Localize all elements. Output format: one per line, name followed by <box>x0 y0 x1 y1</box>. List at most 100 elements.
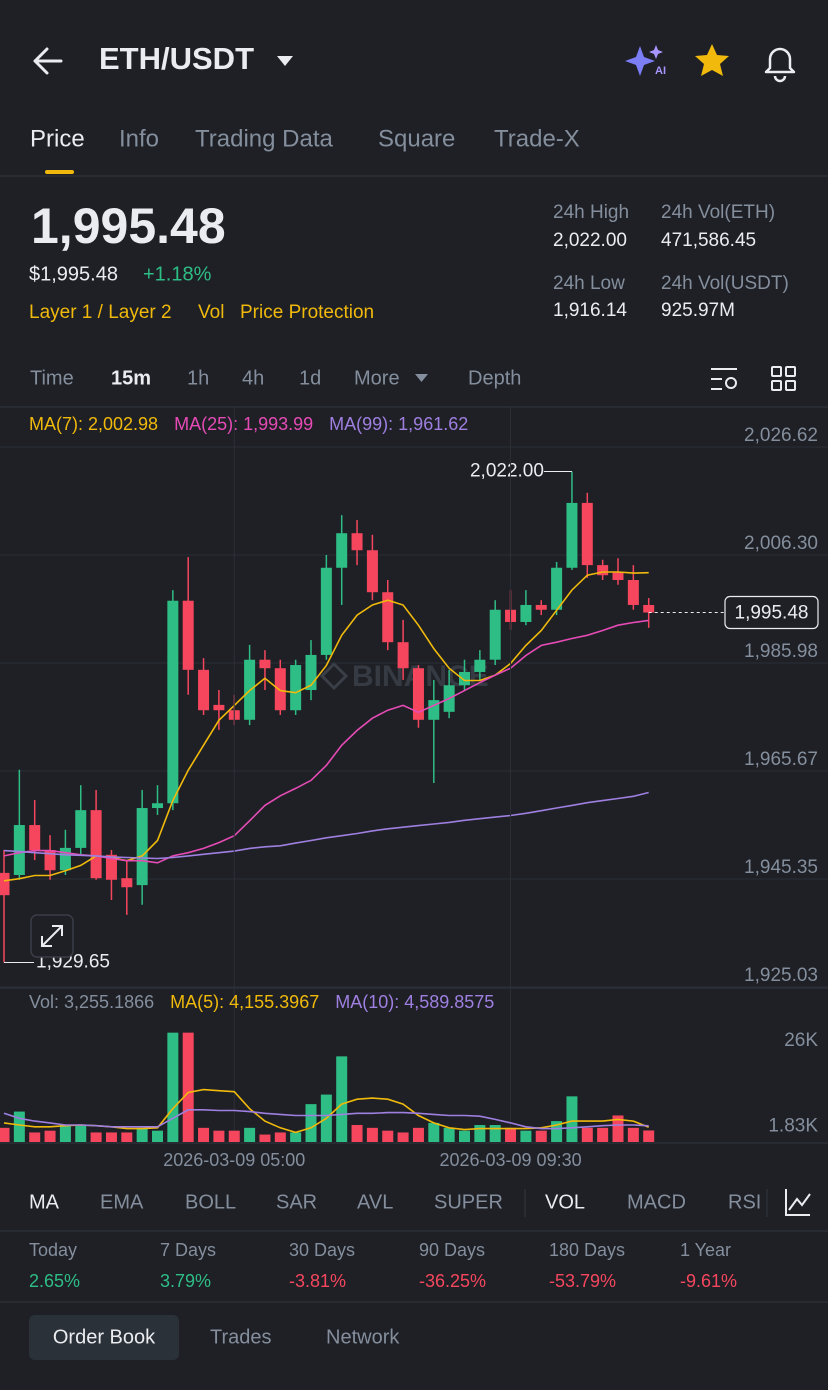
candle-body <box>75 810 87 848</box>
tag[interactable]: Vol <box>198 302 224 323</box>
stat-label: 24h Vol(USDT) <box>661 273 789 294</box>
indicator[interactable]: AVL <box>357 1191 393 1213</box>
indicator[interactable]: MA <box>29 1191 60 1213</box>
volume-bar <box>397 1132 409 1142</box>
candle-body <box>612 572 624 580</box>
pair-caret[interactable] <box>277 56 293 66</box>
volume-bar <box>597 1127 609 1142</box>
y-tick-label: 2,006.30 <box>744 533 818 554</box>
alert-bell[interactable] <box>764 47 796 83</box>
period-change: -9.61% <box>680 1271 737 1291</box>
volume-bar <box>366 1127 378 1142</box>
grid-cell <box>771 380 782 391</box>
legend-entry: MA(5): 4,155.3967 <box>170 992 319 1012</box>
chart-settings[interactable] <box>711 368 737 390</box>
candle-body <box>213 704 225 711</box>
volume-bar <box>382 1130 394 1142</box>
volume-bar <box>581 1127 593 1142</box>
interval[interactable]: 1d <box>299 367 321 389</box>
candle-body <box>0 872 10 896</box>
y-tick-label: 1,925.03 <box>744 965 818 986</box>
volume-bar <box>59 1125 71 1142</box>
volume-legend: Vol: 3,255.1866 <box>29 992 154 1012</box>
candle-body <box>366 550 378 593</box>
candle-body <box>90 810 102 879</box>
volume-bar <box>244 1127 256 1142</box>
volume-bar <box>612 1115 624 1142</box>
ma-line <box>3 791 649 860</box>
ma-line <box>3 619 649 864</box>
volume-bar <box>259 1134 271 1142</box>
tab[interactable]: Trading Data <box>195 125 334 152</box>
candle-body <box>152 803 163 809</box>
period-change: -3.81% <box>289 1271 346 1291</box>
indicator[interactable]: SAR <box>276 1191 317 1213</box>
interval[interactable]: Time <box>30 367 74 389</box>
layout-button[interactable] <box>771 366 796 391</box>
settings-dot <box>725 377 737 389</box>
candle-body <box>105 854 117 880</box>
period-label: 90 Days <box>419 1240 485 1260</box>
tag[interactable]: Price Protection <box>240 302 374 323</box>
period-change: -53.79% <box>549 1271 616 1291</box>
pair-title[interactable]: ETH/USDT <box>99 41 254 76</box>
indicator[interactable]: BOLL <box>185 1191 236 1213</box>
interval[interactable]: 15m <box>111 367 151 389</box>
tab[interactable]: Square <box>378 125 455 152</box>
bottom-tab[interactable]: Trades <box>210 1326 272 1348</box>
last-price-box <box>724 595 819 630</box>
candle-body <box>59 847 71 871</box>
candle-body <box>428 700 440 720</box>
candle-body <box>320 567 332 655</box>
legend-entry: MA(25): 1,993.99 <box>174 414 313 434</box>
indicator-settings[interactable] <box>785 1189 811 1216</box>
bottom-tab[interactable]: Network <box>326 1326 400 1348</box>
indicator[interactable]: VOL <box>545 1191 585 1213</box>
indicator[interactable]: SUPER <box>434 1191 503 1213</box>
tab[interactable]: Trade-X <box>494 125 580 152</box>
period-label: 180 Days <box>549 1240 625 1260</box>
x-tick-label: 2026-03-09 09:30 <box>439 1150 581 1170</box>
more-caret <box>415 374 428 382</box>
interval[interactable]: Depth <box>468 367 521 389</box>
volume-bar <box>29 1132 41 1142</box>
candle-body <box>489 609 501 660</box>
back-button[interactable] <box>33 47 63 75</box>
candle-body <box>643 604 655 613</box>
indicator[interactable]: MACD <box>627 1191 686 1213</box>
period-change: 3.79% <box>160 1271 211 1291</box>
volume-bar <box>152 1130 163 1142</box>
candle-body <box>551 567 563 610</box>
period-change: -36.25% <box>419 1271 486 1291</box>
last-price: 1,995.48 <box>31 198 226 254</box>
period-label: 30 Days <box>289 1240 355 1260</box>
volume-bar <box>627 1127 639 1142</box>
candle-body <box>29 825 41 851</box>
ai-button[interactable]: AI <box>625 45 666 77</box>
volume-bar <box>213 1130 225 1142</box>
candle-body <box>136 808 148 886</box>
interval[interactable]: More <box>354 367 400 389</box>
interval[interactable]: 4h <box>242 367 264 389</box>
favorite-star[interactable] <box>695 44 729 76</box>
tab[interactable]: Price <box>30 125 85 152</box>
ai-sparkle <box>625 46 655 76</box>
volume-bar <box>44 1130 56 1142</box>
interval[interactable]: 1h <box>187 367 209 389</box>
candle-body <box>520 604 532 622</box>
active-tab-pill <box>29 1315 179 1360</box>
price-change: +1.18% <box>143 263 212 285</box>
stat-label: 24h High <box>553 202 629 223</box>
tab[interactable]: Info <box>119 125 159 152</box>
tag[interactable]: Layer 1 / Layer 2 <box>29 302 172 323</box>
volume-bar <box>182 1032 194 1142</box>
indicator[interactable]: RSI <box>728 1191 761 1213</box>
stat-value: 925.97M <box>661 300 735 321</box>
volume-bar <box>228 1130 240 1142</box>
bottom-tab[interactable]: Order Book <box>53 1326 156 1348</box>
indicator[interactable]: EMA <box>100 1191 144 1213</box>
grid-cell <box>771 366 782 377</box>
volume-bar <box>566 1096 578 1142</box>
expand-button[interactable] <box>30 914 74 958</box>
watermark-logo <box>319 661 349 691</box>
